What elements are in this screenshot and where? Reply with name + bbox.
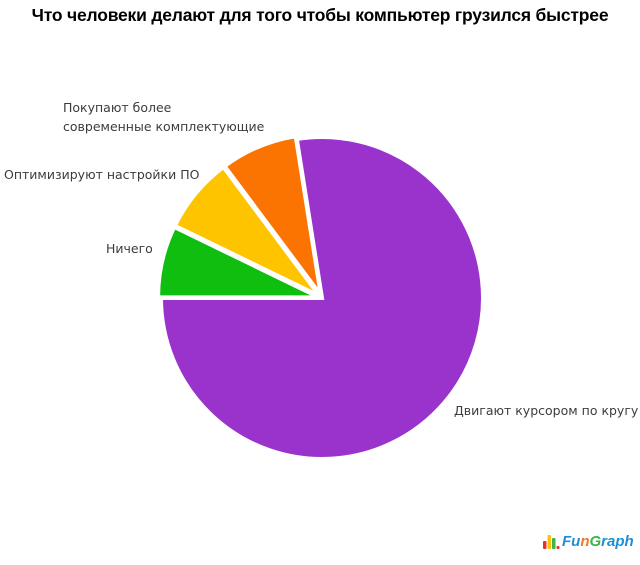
logo-text-segment: raph <box>601 533 634 550</box>
slice-label-optimize-software: Оптимизируют настройки ПО <box>4 167 200 182</box>
slice-label-move-cursor: Двигают курсором по кругу <box>454 403 639 418</box>
pie-slices <box>156 133 485 461</box>
fungraph-logo: FunGraph <box>543 532 634 551</box>
slice-label-line: Покупают более <box>63 100 172 115</box>
slice-label-nothing: Ничего <box>106 241 153 256</box>
logo-text: FunGraph <box>562 533 634 551</box>
logo-text-segment: n <box>580 533 590 550</box>
pie-slice-3 <box>156 224 320 300</box>
logo-text-segment: Fu <box>562 533 581 550</box>
pie-slice-0 <box>158 135 485 461</box>
bar-chart-icon <box>543 535 560 549</box>
logo-text-segment: G <box>589 533 602 550</box>
slice-label-buy-components: Покупают более современные комплектующие <box>63 98 264 136</box>
chart-title: Что человеки делают для того чтобы компь… <box>31 5 609 25</box>
slice-label-line: современные комплектующие <box>63 119 265 134</box>
